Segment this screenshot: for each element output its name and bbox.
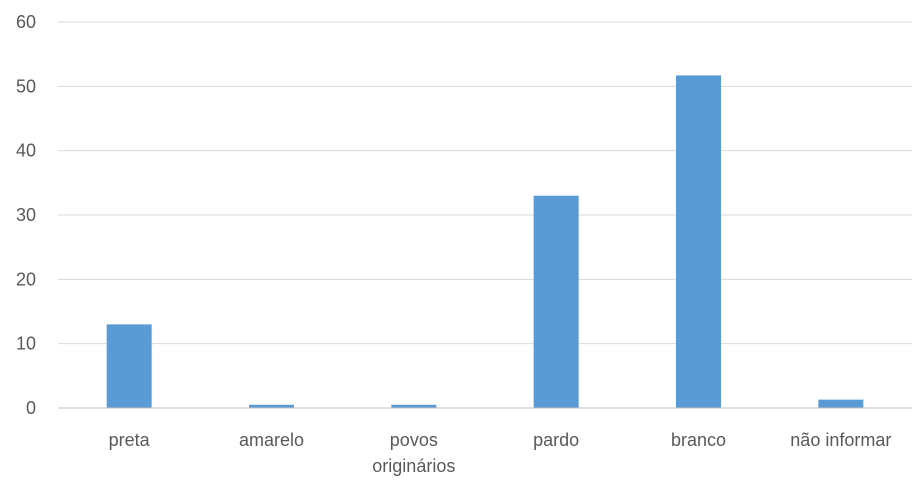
bars bbox=[106, 75, 864, 408]
x-tick-label: não informar bbox=[790, 430, 891, 450]
bar-4 bbox=[676, 75, 721, 408]
x-tick-label-line: povos bbox=[390, 430, 438, 450]
x-tick-label-line: não informar bbox=[790, 430, 891, 450]
x-tick-label-line: originários bbox=[372, 456, 455, 476]
gridlines bbox=[58, 21, 912, 345]
y-tick-label: 0 bbox=[26, 398, 36, 418]
y-tick-label: 20 bbox=[16, 269, 36, 289]
y-axis-tick-labels: 0 10 20 30 40 50 60 bbox=[16, 12, 36, 418]
x-tick-label: preta bbox=[109, 430, 151, 450]
bar-2 bbox=[391, 404, 437, 408]
y-tick-label: 30 bbox=[16, 205, 36, 225]
x-tick-label-line: pardo bbox=[533, 430, 579, 450]
x-tick-label: branco bbox=[671, 430, 726, 450]
x-tick-label: povos originários bbox=[372, 430, 455, 476]
bar-0 bbox=[106, 324, 152, 408]
bar-1 bbox=[249, 404, 294, 408]
y-tick-label: 60 bbox=[16, 12, 36, 32]
x-axis-tick-labels: preta amarelo povos originários pardo branco n… bbox=[109, 430, 892, 476]
x-tick-label: pardo bbox=[533, 430, 579, 450]
y-tick-label: 10 bbox=[16, 334, 36, 354]
x-tick-label-line: branco bbox=[671, 430, 726, 450]
x-tick-label-line: amarelo bbox=[239, 430, 304, 450]
bar-5 bbox=[818, 399, 864, 408]
y-tick-label: 50 bbox=[16, 76, 36, 96]
y-tick-label: 40 bbox=[16, 141, 36, 161]
bar-3 bbox=[533, 195, 579, 408]
x-tick-label-line: preta bbox=[109, 430, 151, 450]
x-tick-label: amarelo bbox=[239, 430, 304, 450]
